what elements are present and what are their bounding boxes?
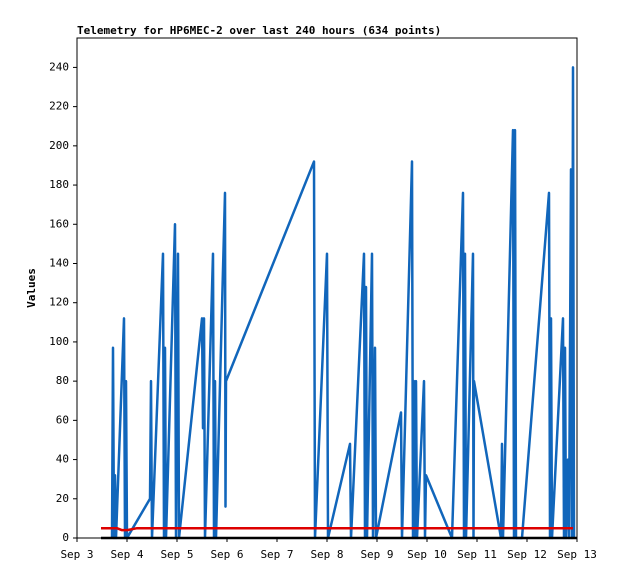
x-tick-label: Sep 12 xyxy=(507,548,547,561)
x-tick-label: Sep 4 xyxy=(110,548,143,561)
y-tick-label: 40 xyxy=(56,453,69,466)
y-tick-label: 60 xyxy=(56,413,69,426)
x-tick-label: Sep 10 xyxy=(407,548,447,561)
series-line xyxy=(101,526,573,532)
x-tick-label: Sep 5 xyxy=(160,548,193,561)
x-tick-label: Sep 9 xyxy=(360,548,393,561)
y-tick-label: 220 xyxy=(49,100,69,113)
x-tick-label: Sep 6 xyxy=(210,548,243,561)
x-tick-label: Sep 3 xyxy=(60,548,93,561)
y-tick-label: 120 xyxy=(49,296,69,309)
y-tick-label: 200 xyxy=(49,139,69,152)
y-tick-label: 0 xyxy=(62,531,69,544)
x-tick-label: Sep 11 xyxy=(457,548,497,561)
y-tick-label: 100 xyxy=(49,335,69,348)
y-axis-label: Values xyxy=(25,268,38,308)
y-tick-label: 80 xyxy=(56,374,69,387)
y-tick-label: 20 xyxy=(56,492,69,505)
y-tick-label: 160 xyxy=(49,217,69,230)
series-line xyxy=(110,66,576,540)
x-tick-label: Sep 8 xyxy=(310,548,343,561)
x-tick-label: Sep 13 xyxy=(557,548,597,561)
x-tick-label: Sep 7 xyxy=(260,548,293,561)
chart-title: Telemetry for HP6MEC-2 over last 240 hou… xyxy=(77,24,441,37)
y-tick-label: 180 xyxy=(49,178,69,191)
y-tick-label: 140 xyxy=(49,256,69,269)
y-tick-label: 240 xyxy=(49,60,69,73)
